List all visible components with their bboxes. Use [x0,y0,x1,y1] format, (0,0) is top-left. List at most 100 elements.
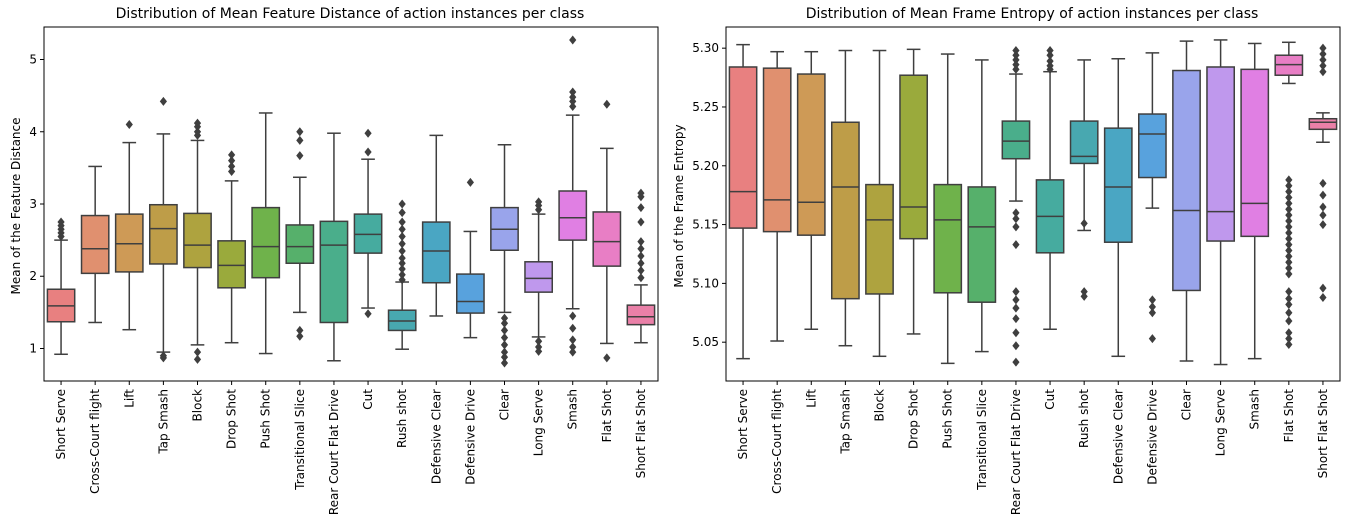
axes-frame [725,26,1341,382]
x-tick-label: Block [873,389,887,422]
box-0 [728,43,758,360]
outlier-point [535,336,543,346]
outlier-point [398,258,406,268]
box-body [421,221,451,284]
outlier-point [637,237,645,247]
box-9 [353,128,383,319]
outlier-point [398,270,406,280]
box-12 [455,177,485,339]
y-tick-label: 1 [29,341,37,355]
x-tick-label: Drop Shot [907,389,921,449]
box-13 [490,144,519,368]
box-body [455,273,485,314]
x-tick-label: Clear [498,389,512,420]
outlier-point [1012,303,1020,313]
box-body [285,224,315,264]
outlier-point [398,264,406,274]
box-6 [933,53,963,365]
outlier-point [500,325,509,335]
outlier-point [398,239,406,249]
box-body [1240,68,1270,238]
outlier-point [637,251,645,261]
outlier-point [159,96,167,106]
box-3 [148,96,178,363]
outlier-point [1319,61,1327,71]
outlier-point [1285,204,1293,214]
outlier-point [500,333,509,343]
outlier-point [1319,67,1327,77]
chart-title: Distribution of Mean Frame Entropy of ac… [806,6,1259,22]
box-7 [967,59,997,353]
outlier-point [569,335,577,345]
y-axis-label: Mean of the Frame Entropy [672,124,686,287]
x-tick-label: Drop Shot [225,389,239,449]
outlier-point [1012,240,1020,250]
outlier-point [569,92,577,102]
outlier-point [398,199,406,209]
outlier-point [57,217,65,227]
outlier-point [1012,341,1020,351]
x-tick-label: Clear [1180,389,1194,420]
outlier-point [1285,328,1293,338]
x-tick-label: Transitional Slice [293,389,307,491]
outlier-point [1319,210,1327,220]
outlier-point [637,265,645,275]
box-body [217,240,247,289]
outlier-point [1012,357,1020,367]
box-body [933,183,963,294]
x-tick-label: Lift [122,389,136,408]
outlier-point [193,347,202,357]
box-17 [1308,43,1338,302]
box-body [796,73,826,236]
box-15 [558,35,588,357]
outlier-point [1319,43,1327,53]
outlier-point [1046,61,1054,71]
x-tick-label: Flat Shot [1282,389,1296,443]
outlier-point [500,352,509,362]
box-body [762,67,792,233]
outlier-point [1012,50,1020,60]
outlier-point [1046,46,1054,56]
outlier-point [1012,295,1020,305]
y-tick-label: 2 [29,269,37,283]
box-17 [626,188,656,344]
y-tick-label: 3 [29,197,37,211]
outlier-point [500,318,509,328]
outlier-point [569,342,577,352]
outlier-point [569,323,577,333]
outlier-point [398,232,406,242]
outlier-point [1012,46,1020,56]
outlier-point [1319,202,1327,212]
outlier-point [398,246,406,256]
box-14 [524,197,554,356]
box-body [1103,127,1133,243]
box-16 [592,99,622,363]
x-tick-label: Short Flat Shot [1316,389,1330,479]
outlier-point [296,331,304,341]
x-tick-label: Smash [566,389,580,430]
outlier-point [398,224,406,234]
y-tick-label: 5.20 [692,159,719,173]
outlier-point [296,135,304,145]
box-body [1001,120,1031,160]
outlier-point [1080,291,1088,301]
x-tick-label: Defensive Drive [463,389,477,485]
outlier-point [1285,175,1293,185]
outlier-point [398,275,406,285]
y-tick-label: 5 [29,53,37,67]
box-body [524,261,554,293]
outlier-point [1285,308,1293,318]
x-tick-label: Long Serve [1214,389,1228,456]
box-10 [387,199,417,350]
outlier-point [1080,218,1088,228]
box-14 [1206,39,1236,366]
x-tick-label: Tap Smash [838,389,852,455]
box-4 [183,118,212,364]
outlier-point [1285,287,1293,297]
outlier-point [1285,294,1293,304]
outlier-point [500,313,509,323]
outlier-point [1285,228,1293,238]
outlier-point [1285,187,1293,197]
outlier-point [1285,269,1293,279]
box-10 [1069,59,1099,301]
